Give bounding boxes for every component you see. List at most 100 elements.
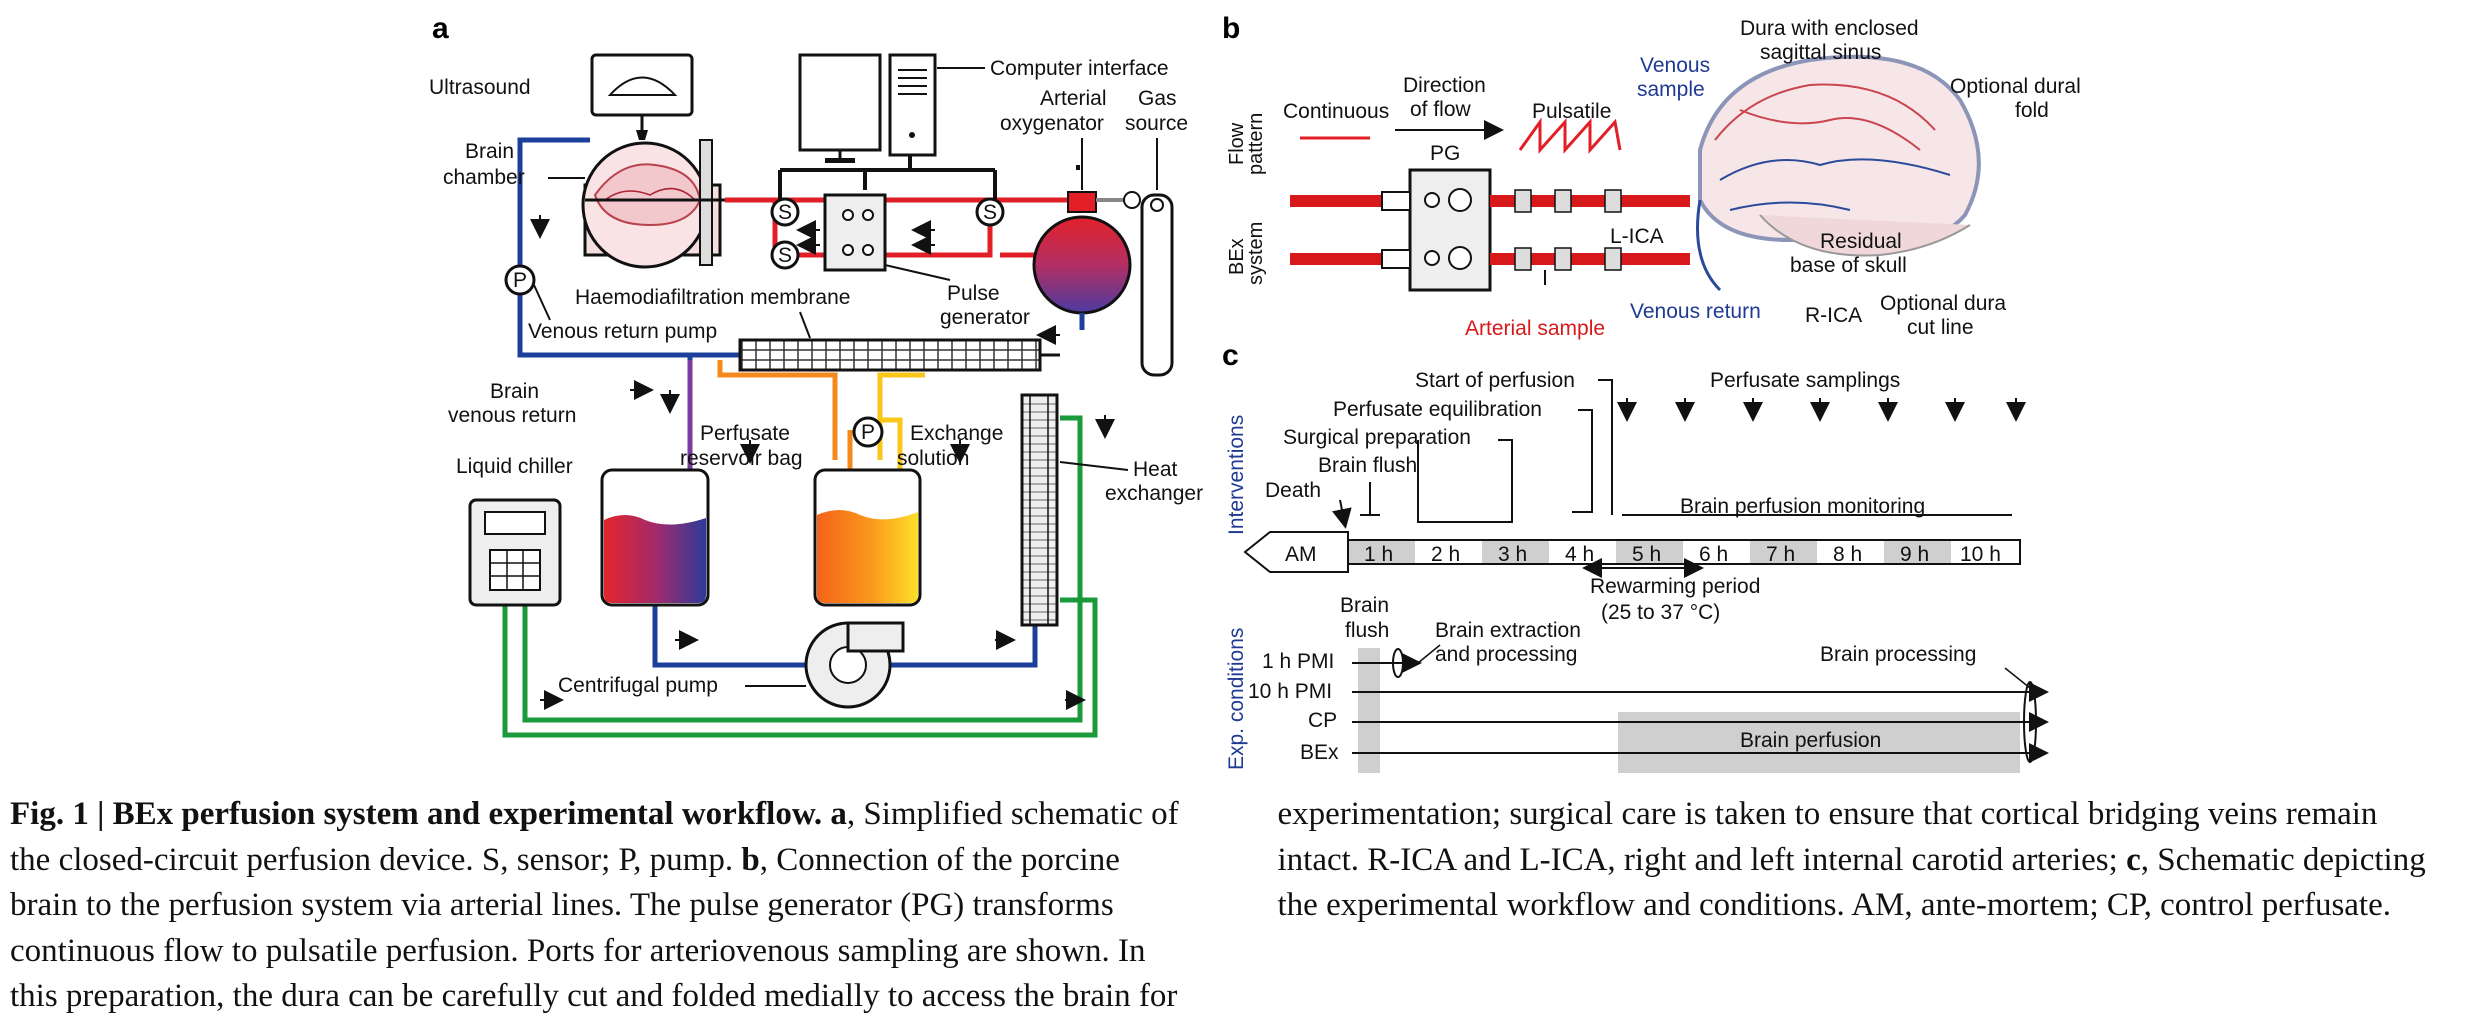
svg-text:AM: AM xyxy=(1285,543,1317,566)
timeline-labels: AM 1 h 2 h 3 h 4 h 5 h 6 h 7 h 8 h 9 h 1… xyxy=(1285,543,2001,566)
svg-text:1 h: 1 h xyxy=(1364,543,1393,566)
panel-a: a xyxy=(429,12,1203,738)
exchange-solution-bag xyxy=(813,468,922,607)
condition-rows: 1 h PMI 10 h PMI CP BEx xyxy=(1248,644,2049,764)
svg-text:S: S xyxy=(983,201,997,224)
label-computer: Computer interface xyxy=(990,57,1169,80)
label-pulse-1: Pulse xyxy=(947,282,1000,305)
centrifugal-pump xyxy=(804,621,905,709)
label-venous-return-1: Brain xyxy=(490,380,539,403)
orange-tube xyxy=(717,360,838,460)
label-cut-1: Optional dura xyxy=(1880,292,2006,315)
svg-text:P: P xyxy=(861,421,875,444)
svg-text:10 h PMI: 10 h PMI xyxy=(1248,680,1332,703)
label-oxygenator-2: oxygenator xyxy=(1000,112,1104,135)
label-system-1: BEx xyxy=(1226,238,1248,275)
pump-icon: P xyxy=(504,264,536,296)
label-reservoir-2: reservoir bag xyxy=(680,447,803,470)
label-venous-return: Venous return xyxy=(1630,300,1761,323)
svg-text:2 h: 2 h xyxy=(1431,543,1460,566)
pulse-generator-b xyxy=(1408,168,1492,292)
label-ultrasound: Ultrasound xyxy=(429,76,531,99)
label-monitoring: Brain perfusion monitoring xyxy=(1680,495,1925,518)
perfusate-reservoir-bag xyxy=(600,468,710,607)
caption-b-letter: b xyxy=(741,841,760,878)
label-cut-2: cut line xyxy=(1907,316,1974,339)
flow-arrows xyxy=(530,215,1115,710)
caption-a-text: , Simplified schematic of the closed-cir… xyxy=(10,796,1179,878)
caption-text: Fig. 1 | BEx perfusion system and experi… xyxy=(10,792,2460,1022)
label-venous-return-2: venous return xyxy=(448,404,576,427)
svg-text:3 h: 3 h xyxy=(1498,543,1527,566)
svg-text:1 h PMI: 1 h PMI xyxy=(1262,650,1334,673)
caption-b-text: , Connection of the porcine brain to the… xyxy=(10,796,2378,1014)
svg-text:6 h: 6 h xyxy=(1699,543,1728,566)
label-venous-sample-2: sample xyxy=(1637,78,1705,101)
label-interventions-axis: Interventions xyxy=(1225,415,1248,535)
label-reservoir-1: Perfusate xyxy=(700,422,790,445)
label-samplings: Perfusate samplings xyxy=(1710,369,1900,392)
label-pg: PG xyxy=(1430,142,1460,165)
svg-text:7 h: 7 h xyxy=(1766,543,1795,566)
brain-illustration xyxy=(1696,54,1981,292)
pulsatile-wave xyxy=(1518,117,1622,154)
caption-c-letter: c xyxy=(2126,841,2141,878)
label-flow-1: Flow xyxy=(1226,122,1248,165)
label-extraction-2: and processing xyxy=(1435,643,1577,666)
label-dural-fold-2: fold xyxy=(2015,99,2049,122)
label-processing: Brain processing xyxy=(1820,643,1976,666)
pulse-generator xyxy=(823,193,887,272)
sampling-arrows xyxy=(1617,398,2026,422)
label-direction-2: of flow xyxy=(1410,98,1472,121)
arterial-oxygenator xyxy=(1032,191,1132,330)
panel-b-letter: b xyxy=(1222,12,1240,45)
svg-text:S: S xyxy=(778,244,792,267)
label-exchange-2: solution xyxy=(897,447,969,470)
gas-source xyxy=(1096,191,1174,377)
label-equilibration: Perfusate equilibration xyxy=(1333,398,1542,421)
svg-text:BEx: BEx xyxy=(1300,741,1339,764)
ultrasound-device xyxy=(590,53,694,140)
liquid-chiller xyxy=(468,498,562,607)
label-death: Death xyxy=(1265,479,1321,502)
caption-title: Fig. 1 | BEx perfusion system and experi… xyxy=(10,796,823,832)
pump-icon: P xyxy=(852,416,884,448)
label-centrifugal: Centrifugal pump xyxy=(558,674,718,697)
panel-b: b Flow pattern BEx system Continuous Dir… xyxy=(1222,12,2081,340)
label-rewarming-1: Rewarming period xyxy=(1590,575,1760,598)
label-direction-1: Direction xyxy=(1403,74,1486,97)
label-l-ica: L-ICA xyxy=(1610,225,1664,248)
figure-canvas: a xyxy=(429,12,2081,773)
computer-interface xyxy=(798,53,937,163)
label-perfusion: Brain perfusion xyxy=(1740,729,1881,752)
label-start-perfusion: Start of perfusion xyxy=(1415,369,1575,392)
label-extraction-1: Brain extraction xyxy=(1435,619,1581,642)
label-continuous: Continuous xyxy=(1283,100,1389,123)
label-brain-chamber-2: chamber xyxy=(443,166,525,189)
panel-c-letter: c xyxy=(1222,339,1239,372)
label-flush-1: Brain xyxy=(1340,594,1389,617)
label-flow-2: pattern xyxy=(1245,113,1267,175)
label-surgical: Surgical preparation xyxy=(1283,426,1471,449)
label-gas-2: source xyxy=(1125,112,1188,135)
svg-text:10 h: 10 h xyxy=(1960,543,2001,566)
arterial-lines-b xyxy=(1290,189,1690,285)
label-arterial-sample: Arterial sample xyxy=(1465,317,1605,340)
label-oxygenator-1: Arterial xyxy=(1040,87,1107,110)
label-residual-1: Residual xyxy=(1820,230,1902,253)
label-dura-1: Dura with enclosed xyxy=(1740,17,1919,40)
label-residual-2: base of skull xyxy=(1790,254,1907,277)
caption-c-text: , Schematic depicting the experimental w… xyxy=(1277,841,2426,924)
caption-a-letter: a xyxy=(830,796,847,832)
label-dural-fold-1: Optional dural xyxy=(1950,75,2081,98)
heat-exchanger xyxy=(1020,393,1059,627)
label-venous-pump: Venous return pump xyxy=(528,320,717,343)
brain-chamber xyxy=(581,139,725,269)
svg-text:CP: CP xyxy=(1308,709,1337,732)
label-hdf: Haemodiafiltration membrane xyxy=(575,286,850,309)
label-heat-1: Heat xyxy=(1133,458,1178,481)
label-gas-1: Gas xyxy=(1138,87,1177,110)
label-conditions-axis: Exp. conditions xyxy=(1225,628,1248,770)
label-chiller: Liquid chiller xyxy=(456,455,573,478)
svg-text:5 h: 5 h xyxy=(1632,543,1661,566)
